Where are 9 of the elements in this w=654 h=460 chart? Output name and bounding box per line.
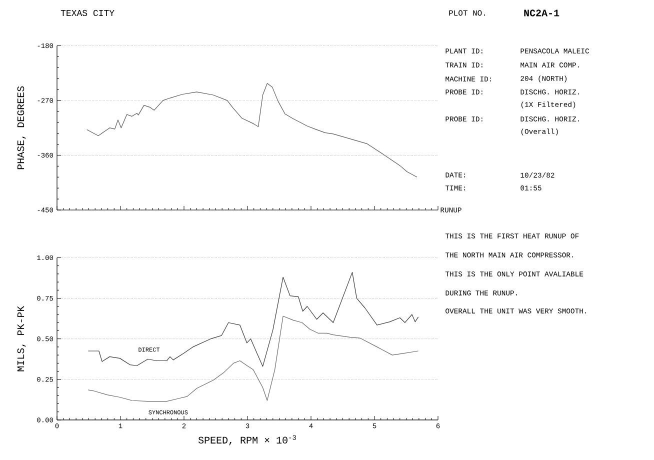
text: NC2A-1	[524, 10, 560, 16]
y-axis-title: PHASE, DEGREES	[17, 86, 26, 170]
text: PLOT NO.	[449, 10, 485, 16]
line-series	[88, 272, 419, 367]
line-series	[86, 83, 418, 178]
y-axis-title: MILS, PK-PK	[17, 306, 26, 372]
line-series	[88, 316, 419, 402]
x-axis-title: SPEED, RPM × 10$^{-3}$	[198, 435, 296, 446]
chart-title: TEXAS CITY	[60, 10, 114, 16]
